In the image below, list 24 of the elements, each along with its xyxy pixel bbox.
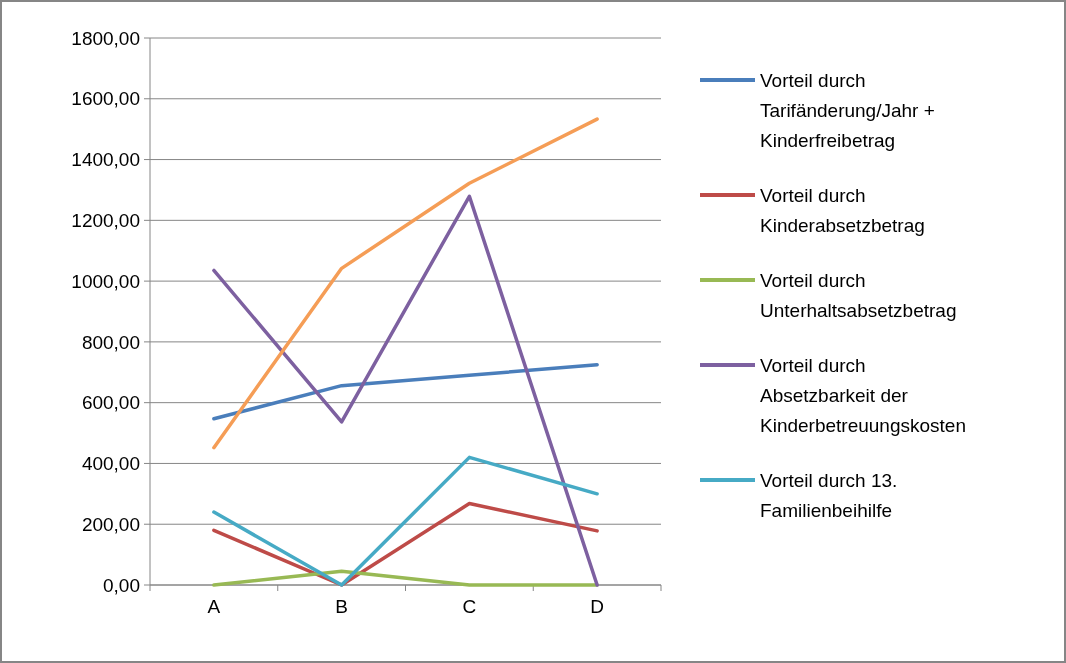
y-tick-label: 0,00 [103,574,140,596]
legend-label: Vorteil durch Kinderabsetzbetrag [760,185,925,236]
line-series [212,455,599,587]
x-tick-label: B [335,596,348,617]
legend-label: Vorteil durch Tarifänderung/Jahr + Kinderfreibetrag [760,70,935,151]
y-tick-label: 1200,00 [71,209,140,231]
x-tick-label: D [590,596,604,617]
line-series [212,117,599,450]
y-tick-label: 200,00 [81,513,140,535]
y-tick-label: 1800,00 [71,27,140,49]
line-series [212,362,599,421]
y-tick-label: 800,00 [81,331,140,353]
legend-label: Vorteil durch Unterhaltsabsetzbetrag [760,270,957,321]
x-tick-label: A [207,596,221,617]
y-tick-label: 1000,00 [71,270,140,292]
x-tick-label: C [462,596,477,617]
line-series [212,194,599,587]
line-series [212,501,599,587]
y-tick-label: 1600,00 [71,88,140,110]
legend-label: Vorteil durch Absetzbarkeit der Kinderbetreuungskosten [760,355,966,436]
y-tick-label: 400,00 [81,453,140,475]
y-tick-label: 600,00 [81,392,140,414]
y-tick-label: 1400,00 [71,149,140,171]
legend-label: Vorteil durch 13. Familienbeihilfe [760,470,898,521]
